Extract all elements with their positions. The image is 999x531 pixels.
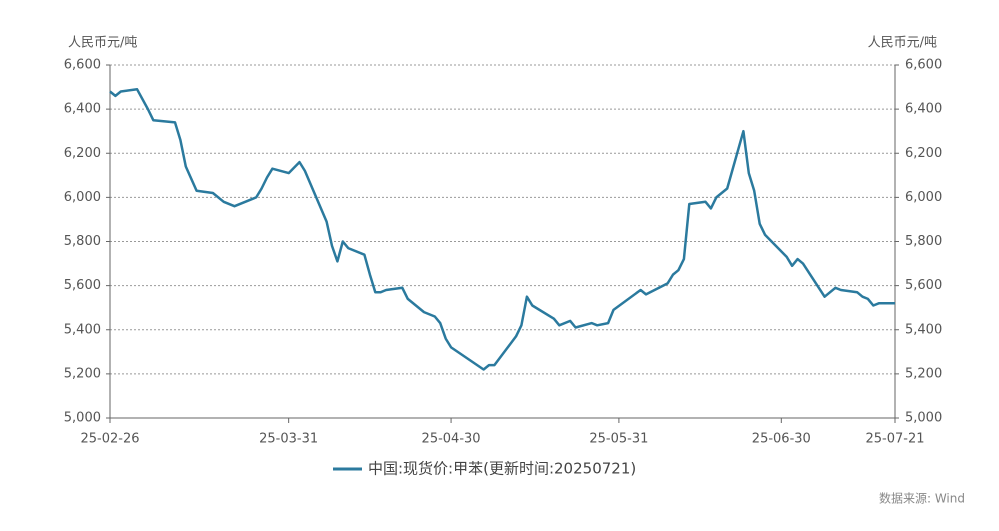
y2-tick-label: 6,600 xyxy=(905,58,942,73)
y2-tick-label: 5,000 xyxy=(905,411,942,426)
x-tick-label: 25-06-30 xyxy=(752,432,811,447)
y-tick-label: 6,400 xyxy=(64,102,101,117)
x-tick-label: 25-07-21 xyxy=(865,432,924,447)
y-tick-label: 5,000 xyxy=(64,411,101,426)
x-tick-label: 25-03-31 xyxy=(259,432,318,447)
y2-tick-label: 5,600 xyxy=(905,278,942,293)
y-tick-label: 5,200 xyxy=(64,366,101,381)
price-line xyxy=(109,88,895,371)
y-tick-label: 5,800 xyxy=(64,234,101,249)
y-axis-unit: 人民币元/吨 xyxy=(68,36,137,51)
x-tick-label: 25-05-31 xyxy=(589,432,648,447)
y-tick-label: 6,000 xyxy=(64,190,101,205)
x-tick-label: 25-04-30 xyxy=(422,432,481,447)
legend-label: 中国:现货价:甲苯(更新时间:20250721) xyxy=(368,460,636,478)
y2-tick-label: 5,200 xyxy=(905,366,942,381)
y2-tick-label: 6,200 xyxy=(905,146,942,161)
y2-axis-unit: 人民币元/吨 xyxy=(868,36,937,51)
y-tick-label: 5,600 xyxy=(64,278,101,293)
source-note: 数据来源: Wind xyxy=(879,491,965,506)
y2-tick-label: 6,000 xyxy=(905,190,942,205)
y2-tick-label: 5,400 xyxy=(905,322,942,337)
y-tick-label: 6,600 xyxy=(64,58,101,73)
y2-tick-label: 6,400 xyxy=(905,102,942,117)
y-tick-label: 6,200 xyxy=(64,146,101,161)
y-tick-label: 5,400 xyxy=(64,322,101,337)
y2-tick-label: 5,800 xyxy=(905,234,942,249)
x-tick-label: 25-02-26 xyxy=(80,432,139,447)
